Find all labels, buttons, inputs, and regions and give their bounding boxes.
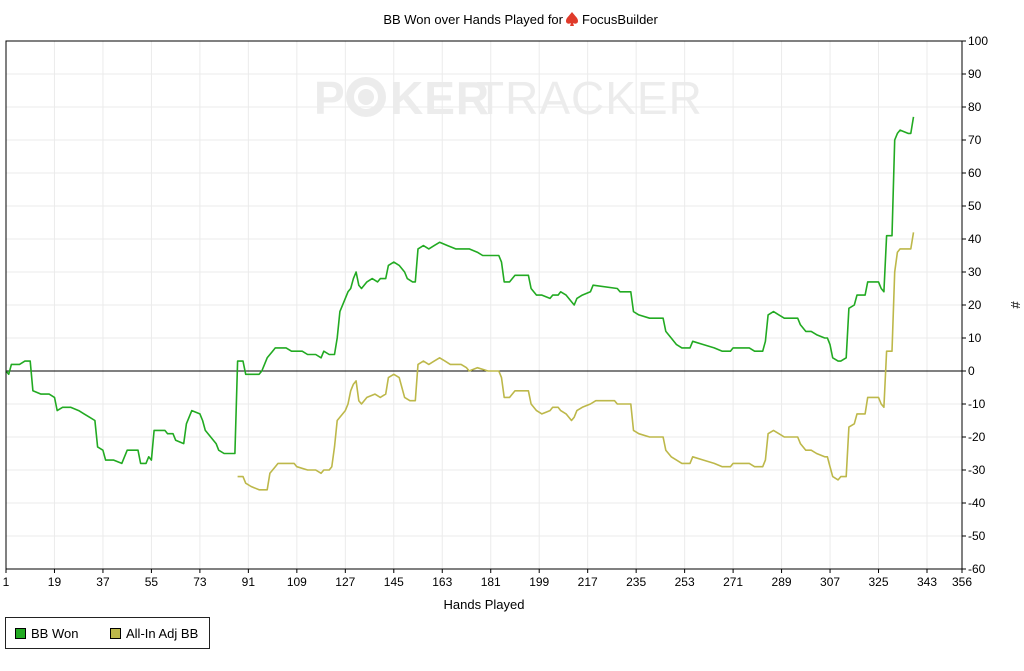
watermark-part3: TRACKER (476, 72, 703, 124)
x-axis: 1 19 37 55 73 91 109 127 145 163 181 199 217 235 253 27… (3, 569, 972, 589)
y-tick-label: 10 (968, 331, 982, 345)
y-axis-label: # (1008, 301, 1023, 309)
spade-icon (566, 12, 578, 26)
x-tick-label: 37 (96, 575, 110, 589)
y-tick-label: 30 (968, 265, 982, 279)
legend-item-bb-won[interactable]: BB Won (15, 626, 78, 641)
watermark-part1: P (314, 72, 346, 124)
y-tick-label: 80 (968, 100, 982, 114)
legend-item-all-in-adj-bb[interactable]: All-In Adj BB (110, 626, 198, 641)
series-lines (5, 116, 915, 491)
y-tick-label: 0 (968, 364, 975, 378)
x-tick-label: 181 (481, 575, 501, 589)
x-axis-label: Hands Played (444, 597, 525, 612)
chart-title-text: BB Won over Hands Played for (383, 12, 563, 27)
x-tick-label: 253 (675, 575, 695, 589)
chart-title: BB Won over Hands Played for FocusBuilde… (383, 12, 659, 27)
y-tick-label: -10 (968, 397, 986, 411)
legend: BB Won All-In Adj BB (5, 617, 210, 649)
legend-label-bb-won: BB Won (31, 626, 79, 641)
series-line-bb-won (5, 116, 915, 465)
x-tick-label: 325 (869, 575, 889, 589)
legend-label-all-in-adj-bb: All-In Adj BB (126, 626, 199, 641)
x-tick-label: 307 (820, 575, 840, 589)
x-tick-label: 343 (917, 575, 937, 589)
y-tick-label: 50 (968, 199, 982, 213)
y-tick-label: -20 (968, 430, 986, 444)
y-tick-label: 60 (968, 166, 982, 180)
legend-swatch-bb-won (15, 628, 26, 639)
poker-chip-icon (346, 77, 386, 117)
y-tick-label: -30 (968, 463, 986, 477)
x-tick-label: 109 (287, 575, 307, 589)
y-tick-label: -60 (968, 562, 986, 576)
x-tick-label: 91 (242, 575, 256, 589)
legend-swatch-all-in-adj-bb (110, 628, 121, 639)
y-tick-label: -50 (968, 529, 986, 543)
x-tick-label: 73 (193, 575, 207, 589)
y-tick-label: -40 (968, 496, 986, 510)
x-tick-label: 1 (3, 575, 10, 589)
poker-tracker-watermark: P KER TRACKER (314, 72, 703, 124)
x-tick-label: 199 (529, 575, 549, 589)
x-tick-label: 163 (432, 575, 452, 589)
series-line-all-in-adj-bb (237, 232, 915, 491)
grid (5, 40, 963, 570)
x-tick-label: 271 (723, 575, 743, 589)
y-tick-label: 40 (968, 232, 982, 246)
x-tick-label: 19 (48, 575, 62, 589)
y-axis: -60 -50 -40 -30 -20 -10 0 10 20 30 40 50 60 70 80 90 100 (962, 34, 988, 576)
y-tick-label: 20 (968, 298, 982, 312)
x-tick-label: 127 (335, 575, 355, 589)
x-tick-label: 289 (772, 575, 792, 589)
x-tick-label: 356 (952, 575, 972, 589)
x-tick-label: 55 (145, 575, 159, 589)
x-tick-label: 217 (578, 575, 598, 589)
y-tick-label: 70 (968, 133, 982, 147)
x-tick-label: 235 (626, 575, 646, 589)
y-tick-label: 90 (968, 67, 982, 81)
player-name: FocusBuilder (582, 12, 659, 27)
watermark-part2: KER (390, 72, 490, 124)
y-tick-label: 100 (968, 34, 988, 48)
x-tick-label: 145 (384, 575, 404, 589)
